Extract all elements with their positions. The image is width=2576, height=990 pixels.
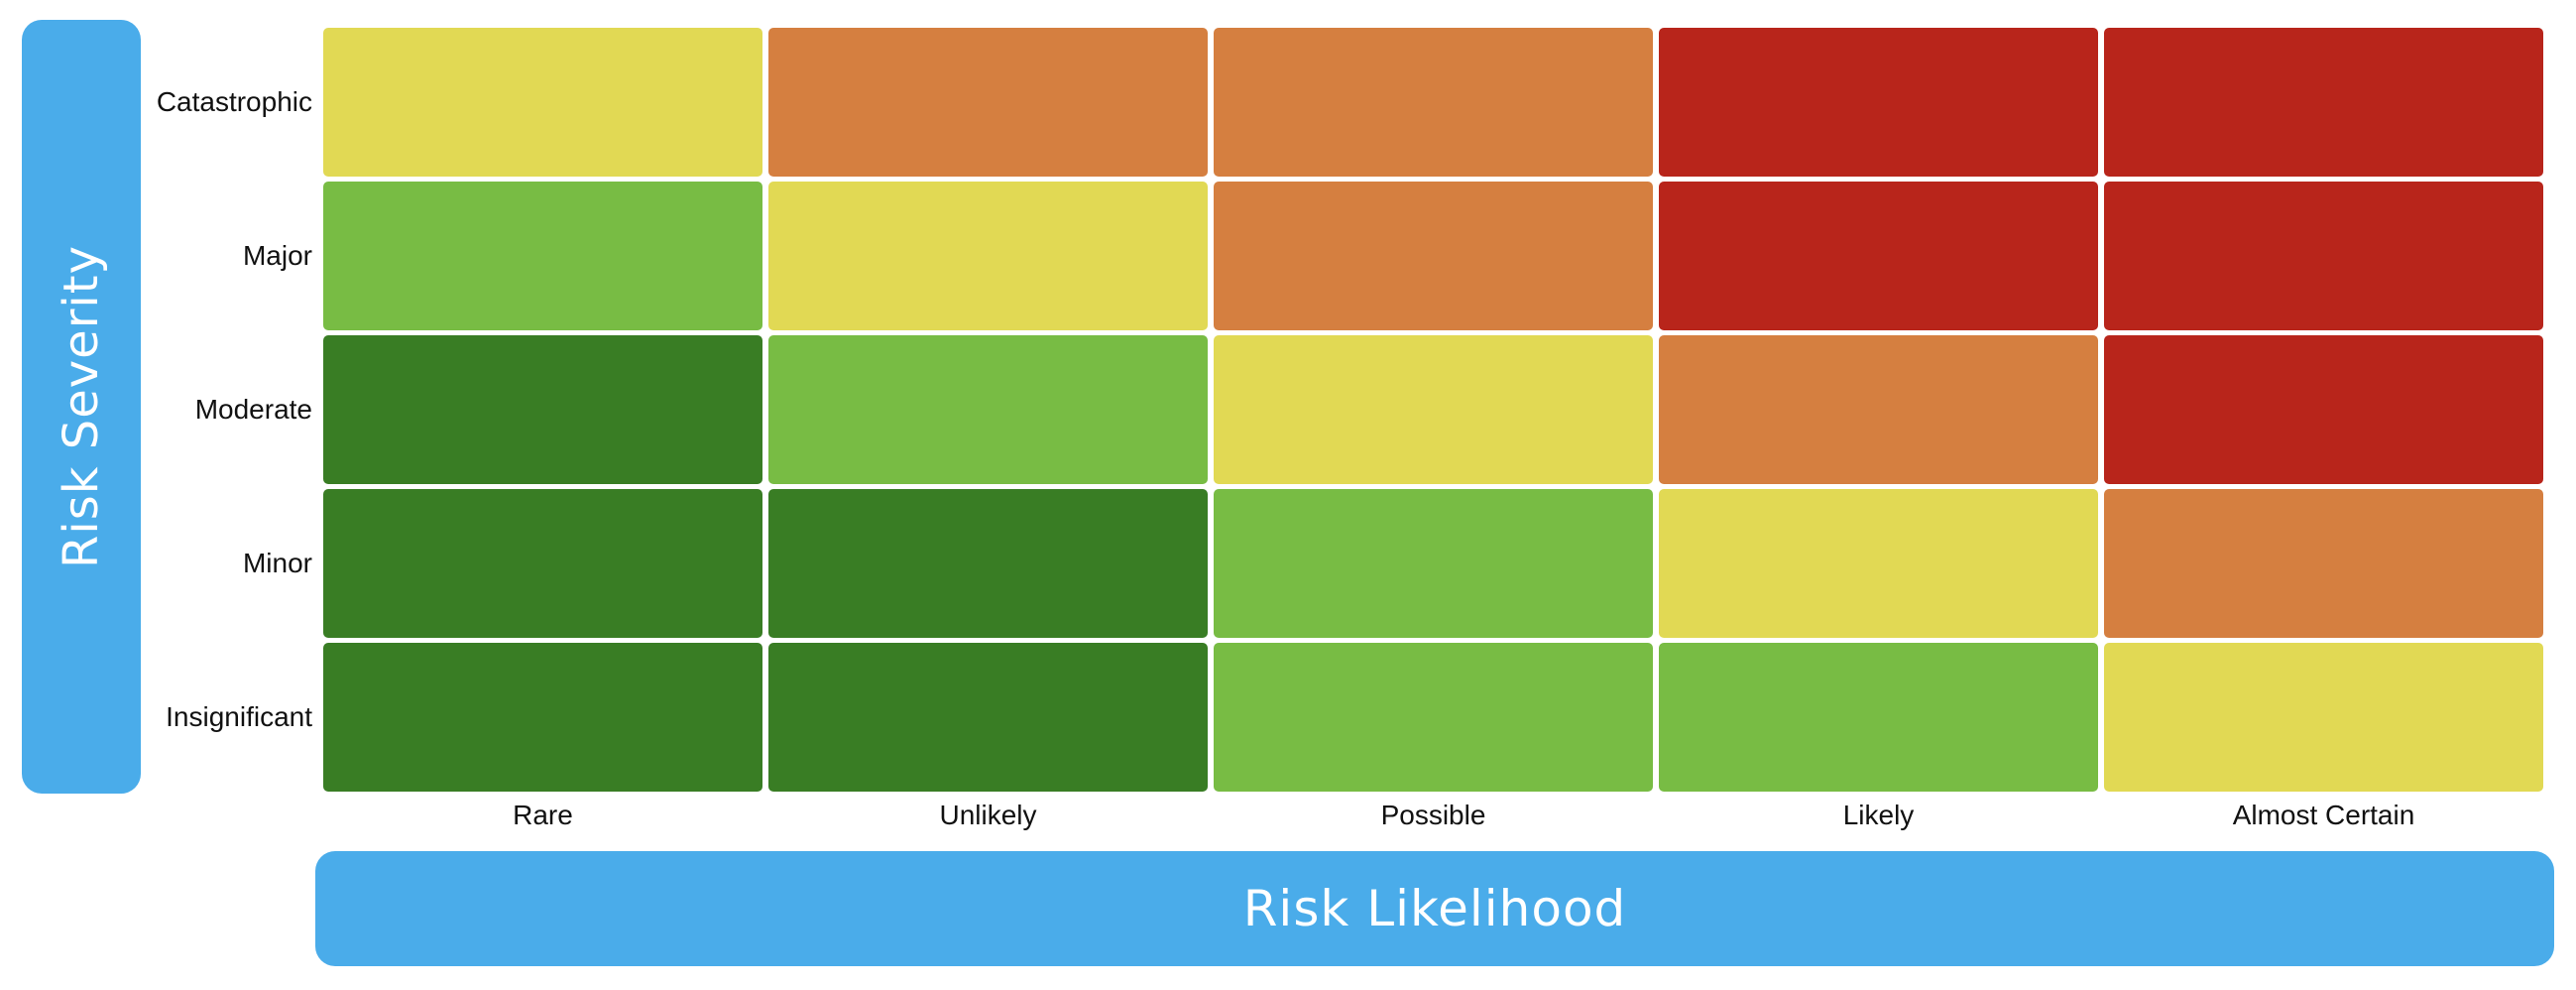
risk-cell-orange	[2104, 489, 2543, 638]
row-label-moderate: Moderate	[194, 394, 312, 425]
risk-cell-dark-green	[768, 643, 1208, 792]
x-axis-title: Risk Likelihood	[1242, 880, 1627, 937]
risk-cell-orange	[1214, 28, 1653, 177]
risk-cell-green	[323, 182, 762, 330]
row-label-minor: Minor	[242, 548, 312, 578]
risk-cell-red	[2104, 335, 2543, 484]
row-label-catastrophic: Catastrophic	[156, 86, 312, 117]
risk-cell-red	[2104, 182, 2543, 330]
column-label-unlikely: Unlikely	[939, 800, 1037, 830]
risk-cell-dark-green	[323, 643, 762, 792]
risk-cell-red	[1659, 182, 2098, 330]
risk-cell-yellow	[1214, 335, 1653, 484]
risk-cell-yellow	[2104, 643, 2543, 792]
risk-cell-orange	[1214, 182, 1653, 330]
risk-cell-green	[768, 335, 1208, 484]
risk-cell-red	[2104, 28, 2543, 177]
risk-cell-green	[1214, 643, 1653, 792]
risk-cell-yellow	[1659, 489, 2098, 638]
risk-cell-dark-green	[323, 489, 762, 638]
y-axis-title-bar: Risk Severity	[22, 20, 141, 794]
risk-cell-yellow	[323, 28, 762, 177]
risk-cell-dark-green	[323, 335, 762, 484]
risk-cell-orange	[1659, 335, 2098, 484]
risk-cell-dark-green	[768, 489, 1208, 638]
y-axis-title: Risk Severity	[54, 245, 109, 568]
row-label-major: Major	[242, 240, 312, 271]
row-label-insignificant: Insignificant	[166, 701, 312, 732]
x-axis-title-bar: Risk Likelihood	[315, 851, 2554, 966]
risk-cell-green	[1214, 489, 1653, 638]
risk-cell-yellow	[768, 182, 1208, 330]
column-label-rare: Rare	[513, 800, 573, 830]
column-label-possible: Possible	[1380, 800, 1486, 830]
column-label-almost-certain: Almost Certain	[2232, 800, 2415, 830]
risk-cell-red	[1659, 28, 2098, 177]
risk-cell-green	[1659, 643, 2098, 792]
column-label-likely: Likely	[1842, 800, 1915, 830]
risk-cell-orange	[768, 28, 1208, 177]
